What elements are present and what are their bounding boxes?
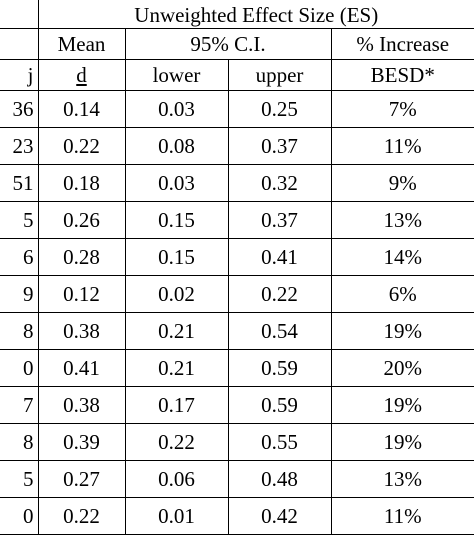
ci-lower-cell: 0.02 (124, 275, 229, 313)
ci-upper-cell: 0.25 (227, 90, 332, 128)
ci-upper-cell: 0.42 (227, 497, 332, 535)
mean-d-cell: 0.27 (37, 460, 126, 498)
ci-upper-cell: 0.54 (227, 312, 332, 350)
ci-lower-cell: 0.17 (124, 386, 229, 424)
mean-d-cell: 0.39 (37, 423, 126, 461)
ci-upper-cell: 0.59 (227, 386, 332, 424)
ci-upper-cell: 0.22 (227, 275, 332, 313)
mean-header: Mean (37, 28, 126, 60)
k-cell: 9 (0, 275, 39, 313)
table-row: 36 0.14 0.03 0.25 7% (0, 90, 474, 128)
table-row: 51 0.18 0.03 0.32 9% (0, 164, 474, 202)
ci-upper-cell: 0.48 (227, 460, 332, 498)
confidence-interval-header: 95% C.I. (124, 28, 332, 60)
mean-d-cell: 0.26 (37, 201, 126, 239)
ci-lower-cell: 0.15 (124, 238, 229, 276)
besd-cell: 13% (330, 460, 474, 498)
ci-lower-cell: 0.22 (124, 423, 229, 461)
besd-cell: 6% (330, 275, 474, 313)
table-row: 8 0.38 0.21 0.54 19% (0, 312, 474, 350)
ci-upper-cell: 0.37 (227, 127, 332, 165)
ci-lower-cell: 0.21 (124, 349, 229, 387)
table-row: 6 0.28 0.15 0.41 14% (0, 238, 474, 276)
k-cell: 51 (0, 164, 39, 202)
ci-lower-cell: 0.03 (124, 90, 229, 128)
mean-d-cell: 0.28 (37, 238, 126, 276)
besd-cell: 20% (330, 349, 474, 387)
ci-upper-cell: 0.59 (227, 349, 332, 387)
besd-cell: 19% (330, 423, 474, 461)
k-cell: 36 (0, 90, 39, 128)
ci-lower-cell: 0.08 (124, 127, 229, 165)
mean-d-cell: 0.12 (37, 275, 126, 313)
mean-d-cell: 0.22 (37, 127, 126, 165)
ci-lower-cell: 0.06 (124, 460, 229, 498)
unweighted-effect-size-header: Unweighted Effect Size (ES) (37, 0, 474, 29)
mean-d-cell: 0.22 (37, 497, 126, 535)
ci-upper-cell: 0.32 (227, 164, 332, 202)
table-row: 23 0.22 0.08 0.37 11% (0, 127, 474, 165)
k-cell: 7 (0, 386, 39, 424)
besd-cell: 7% (330, 90, 474, 128)
table-row: 5 0.27 0.06 0.48 13% (0, 460, 474, 498)
k-cell: 5 (0, 460, 39, 498)
besd-cell: 13% (330, 201, 474, 239)
besd-cell: 14% (330, 238, 474, 276)
ci-lower-cell: 0.21 (124, 312, 229, 350)
besd-cell: 11% (330, 497, 474, 535)
k-cell: 6 (0, 238, 39, 276)
besd-cell: 19% (330, 312, 474, 350)
percent-increase-header: % Increase (330, 28, 474, 60)
table-row: 0 0.41 0.21 0.59 20% (0, 349, 474, 387)
ci-lower-cell: 0.15 (124, 201, 229, 239)
header-row-sub: Mean 95% C.I. % Increase (0, 28, 474, 60)
k-cell: 23 (0, 127, 39, 165)
d-header-text: d (76, 62, 87, 87)
ci-upper-cell: 0.37 (227, 201, 332, 239)
mean-d-cell: 0.41 (37, 349, 126, 387)
k-cell: 0 (0, 349, 39, 387)
header-empty-cell (0, 0, 39, 29)
upper-column-header: upper (227, 59, 332, 91)
mean-d-cell: 0.38 (37, 386, 126, 424)
k-cell: 5 (0, 201, 39, 239)
k-column-header: j (0, 59, 39, 91)
header-empty-cell (0, 28, 39, 60)
header-row-labels: j d lower upper BESD* (0, 59, 474, 91)
ci-upper-cell: 0.41 (227, 238, 332, 276)
mean-d-cell: 0.18 (37, 164, 126, 202)
besd-cell: 19% (330, 386, 474, 424)
k-cell: 0 (0, 497, 39, 535)
ci-lower-cell: 0.03 (124, 164, 229, 202)
d-column-header: d (37, 59, 126, 91)
ci-lower-cell: 0.01 (124, 497, 229, 535)
table-row: 9 0.12 0.02 0.22 6% (0, 275, 474, 313)
header-row-group: Unweighted Effect Size (ES) (0, 0, 474, 29)
lower-column-header: lower (124, 59, 229, 91)
mean-d-cell: 0.38 (37, 312, 126, 350)
table-row: 0 0.22 0.01 0.42 11% (0, 497, 474, 535)
k-cell: 8 (0, 423, 39, 461)
besd-column-header: BESD* (330, 59, 474, 91)
besd-cell: 11% (330, 127, 474, 165)
table-row: 5 0.26 0.15 0.37 13% (0, 201, 474, 239)
ci-upper-cell: 0.55 (227, 423, 332, 461)
table-row: 7 0.38 0.17 0.59 19% (0, 386, 474, 424)
k-cell: 8 (0, 312, 39, 350)
besd-cell: 9% (330, 164, 474, 202)
mean-d-cell: 0.14 (37, 90, 126, 128)
table-row: 8 0.39 0.22 0.55 19% (0, 423, 474, 461)
